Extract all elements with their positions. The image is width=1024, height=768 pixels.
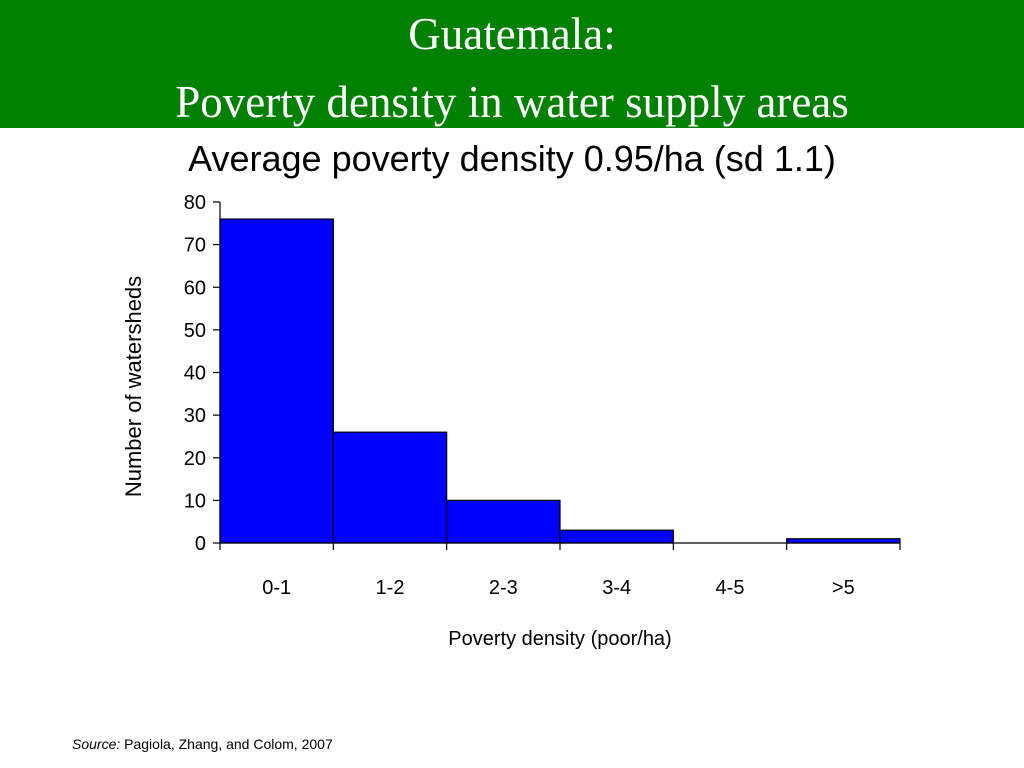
y-tick-label: 10: [184, 490, 206, 512]
y-axis-label: Number of watersheds: [121, 276, 146, 497]
y-tick-label: 40: [184, 363, 206, 385]
y-tick-label: 60: [184, 277, 206, 299]
x-axis-label: Poverty density (poor/ha): [448, 628, 671, 650]
source-text: Pagiola, Zhang, and Colom, 2007: [124, 736, 333, 752]
slide-title-line-1: Guatemala:: [408, 9, 616, 59]
y-tick-label: 20: [184, 448, 206, 470]
slide-title-line-2: Poverty density in water supply areas: [175, 77, 849, 127]
x-tick-label: 0-1: [262, 577, 291, 599]
x-tick-label: 4-5: [716, 577, 745, 599]
chart-subtitle: Average poverty density 0.95/ha (sd 1.1): [188, 138, 836, 179]
source-note: Source: Pagiola, Zhang, and Colom, 2007: [72, 736, 333, 752]
y-tick-label: 50: [184, 320, 206, 342]
y-tick-label: 80: [184, 192, 206, 214]
x-tick-label: 3-4: [602, 577, 631, 599]
y-tick-label: 0: [195, 533, 206, 555]
bar-0-1: [219, 218, 334, 544]
title-banner: Guatemala: Poverty density in water supp…: [0, 0, 1024, 128]
source-label: Source:: [72, 736, 121, 752]
x-tick-label: 2-3: [489, 577, 518, 599]
bar-2-3: [446, 499, 561, 544]
y-tick-label: 30: [184, 405, 206, 427]
bar-3-4: [559, 529, 674, 544]
x-tick-label: >5: [832, 577, 855, 599]
bar-1-2: [332, 431, 448, 544]
x-tick-label: 1-2: [376, 577, 405, 599]
y-tick-label: 70: [184, 235, 206, 257]
bar-gt5: [786, 538, 901, 544]
